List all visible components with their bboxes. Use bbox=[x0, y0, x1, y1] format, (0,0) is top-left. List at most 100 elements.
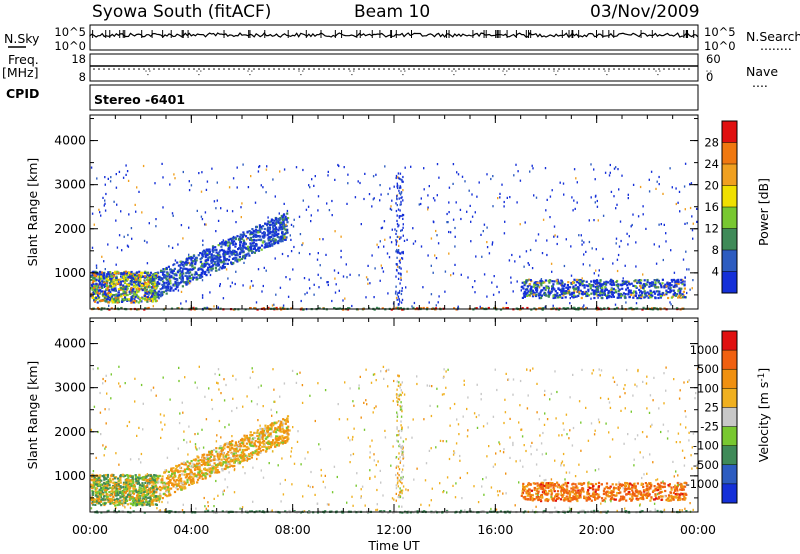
range-gate-cell bbox=[534, 294, 538, 298]
range-gate-cell bbox=[181, 263, 184, 266]
range-gate-cell bbox=[261, 232, 264, 235]
range-gate-cell bbox=[151, 488, 154, 491]
range-gate-cell bbox=[309, 253, 311, 256]
range-gate-cell bbox=[248, 246, 251, 249]
range-gate-cell bbox=[566, 290, 569, 293]
range-gate-cell bbox=[576, 278, 579, 281]
range-gate-cell bbox=[511, 253, 513, 257]
range-gate-cell bbox=[399, 172, 402, 175]
range-gate-cell bbox=[151, 297, 154, 300]
range-gate-cell bbox=[132, 290, 135, 293]
range-gate-cell bbox=[234, 242, 237, 245]
range-gate-cell bbox=[107, 291, 110, 294]
range-gate-cell bbox=[169, 285, 172, 288]
range-gate-cell bbox=[241, 202, 243, 205]
range-gate-cell bbox=[657, 290, 660, 293]
range-gate-cell bbox=[226, 262, 229, 265]
range-gate-cell bbox=[582, 305, 584, 309]
range-gate-cell bbox=[546, 286, 549, 289]
range-gate-cell bbox=[117, 288, 120, 291]
range-gate-cell bbox=[665, 232, 667, 235]
range-gate-cell bbox=[253, 442, 256, 445]
range-gate-cell bbox=[132, 301, 135, 304]
range-gate-cell bbox=[235, 459, 238, 462]
nave-dot bbox=[148, 68, 150, 70]
range-gate-cell bbox=[534, 286, 537, 289]
range-gate-cell bbox=[482, 230, 484, 233]
range-gate-cell bbox=[560, 283, 563, 286]
range-gate-cell bbox=[252, 244, 255, 247]
range-gate-cell bbox=[179, 266, 182, 270]
range-gate-cell bbox=[159, 288, 162, 291]
range-gate-cell bbox=[396, 197, 398, 200]
range-gate-cell bbox=[475, 255, 477, 258]
range-gate-cell bbox=[262, 307, 265, 310]
range-gate-cell bbox=[225, 465, 228, 468]
range-gate-cell bbox=[499, 196, 501, 199]
range-gate-cell bbox=[203, 467, 206, 471]
range-gate-cell bbox=[401, 298, 404, 301]
range-gate-cell bbox=[131, 237, 133, 240]
range-gate-cell bbox=[115, 173, 117, 176]
range-gate-cell bbox=[486, 246, 489, 249]
range-gate-cell bbox=[232, 251, 235, 254]
range-gate-cell bbox=[310, 214, 312, 217]
range-gate-cell bbox=[111, 491, 114, 494]
range-gate-cell bbox=[135, 210, 137, 213]
range-gate-cell bbox=[686, 268, 688, 271]
range-gate-cell bbox=[632, 296, 635, 299]
range-gate-cell bbox=[398, 266, 401, 269]
freq-trace: ∵ ∵ ∵ ∵ ∵ ∵ ∵ ∵ ∵ ∵ ∵ ∵ bbox=[90, 65, 712, 79]
range-gate-cell bbox=[206, 306, 208, 309]
range-gate-cell bbox=[158, 498, 161, 501]
range-gate-cell bbox=[432, 197, 435, 200]
range-gate-cell bbox=[402, 213, 404, 216]
range-gate-cell bbox=[143, 275, 147, 278]
range-gate-cell bbox=[231, 447, 234, 450]
range-gate-cell bbox=[238, 252, 242, 255]
range-gate-cell bbox=[186, 280, 189, 283]
range-gate-cell bbox=[220, 248, 223, 251]
range-gate-cell bbox=[94, 487, 97, 490]
range-gate-cell bbox=[206, 268, 209, 272]
range-gate-cell bbox=[313, 184, 315, 187]
range-gate-cell bbox=[207, 268, 210, 272]
range-gate-cell bbox=[399, 307, 402, 310]
range-gate-cell bbox=[206, 180, 209, 183]
range-gate-cell bbox=[122, 491, 125, 494]
range-gate-cell bbox=[146, 300, 149, 303]
range-gate-cell bbox=[520, 289, 522, 292]
range-gate-cell bbox=[192, 477, 195, 480]
range-gate-cell bbox=[600, 285, 603, 288]
nave-dot bbox=[653, 68, 655, 70]
range-gate-cell bbox=[281, 427, 284, 430]
range-gate-cell bbox=[544, 167, 547, 170]
range-gate-cell bbox=[91, 246, 94, 249]
range-gate-cell bbox=[186, 467, 189, 471]
range-gate-cell bbox=[292, 268, 294, 271]
range-gate-cell bbox=[556, 242, 558, 246]
range-gate-cell bbox=[221, 265, 224, 268]
range-gate-cell bbox=[91, 486, 94, 489]
range-gate-cell bbox=[98, 281, 101, 284]
range-gate-cell bbox=[90, 275, 93, 278]
range-gate-cell bbox=[286, 231, 289, 234]
range-gate-cell bbox=[177, 289, 180, 292]
range-gate-cell bbox=[191, 276, 195, 279]
range-gate-cell bbox=[105, 293, 108, 296]
range-gate-cell bbox=[268, 241, 271, 245]
range-gate-cell bbox=[244, 454, 247, 457]
range-gate-cell bbox=[641, 286, 645, 289]
range-gate-cell bbox=[401, 180, 403, 183]
range-gate-cell bbox=[148, 500, 151, 503]
range-gate-cell bbox=[573, 281, 576, 284]
range-gate-cell bbox=[657, 296, 660, 300]
range-gate-cell bbox=[446, 221, 448, 224]
range-gate-cell bbox=[278, 227, 281, 230]
range-gate-cell bbox=[396, 222, 399, 225]
range-gate-cell bbox=[166, 275, 169, 278]
range-gate-cell bbox=[547, 291, 550, 294]
range-gate-cell bbox=[252, 232, 255, 235]
range-gate-cell bbox=[588, 283, 591, 286]
range-gate-cell bbox=[237, 462, 240, 465]
